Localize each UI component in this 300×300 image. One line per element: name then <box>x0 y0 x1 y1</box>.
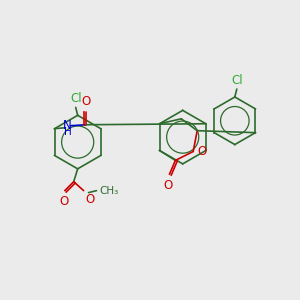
Text: O: O <box>59 195 68 208</box>
Text: O: O <box>164 179 173 192</box>
Text: Cl: Cl <box>231 74 243 87</box>
Text: H: H <box>64 127 71 137</box>
Text: O: O <box>85 193 95 206</box>
Text: O: O <box>82 95 91 108</box>
Text: CH₃: CH₃ <box>100 186 119 196</box>
Text: N: N <box>63 119 72 132</box>
Text: O: O <box>197 145 207 158</box>
Text: Cl: Cl <box>70 92 82 105</box>
